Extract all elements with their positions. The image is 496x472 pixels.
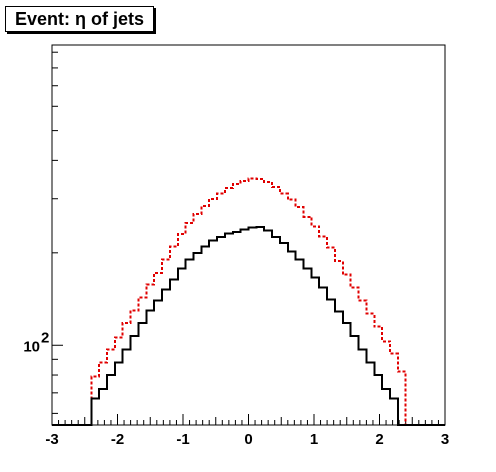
x-tick-label: 2 [375, 431, 383, 448]
histogram-series-dashed [52, 177, 445, 426]
histogram-series-solid [52, 225, 445, 426]
x-tick-label: -2 [111, 431, 124, 448]
x-tick-label: 1 [310, 431, 318, 448]
y-tick-exponent: 2 [41, 329, 49, 346]
x-tick-label: 0 [244, 431, 252, 448]
chart-title: Event: η of jets [5, 6, 155, 32]
x-tick-label: -1 [176, 431, 189, 448]
series-layer [52, 177, 445, 426]
y-axis-labels: 102 [23, 329, 49, 355]
plot-frame [51, 44, 446, 426]
x-tick-label: -3 [45, 431, 58, 448]
x-axis-labels: -3 -2 -1 0 1 2 3 [45, 431, 449, 448]
tick-marks [51, 51, 446, 425]
x-tick-label: 3 [441, 431, 449, 448]
y-tick-label: 10 [23, 338, 40, 355]
